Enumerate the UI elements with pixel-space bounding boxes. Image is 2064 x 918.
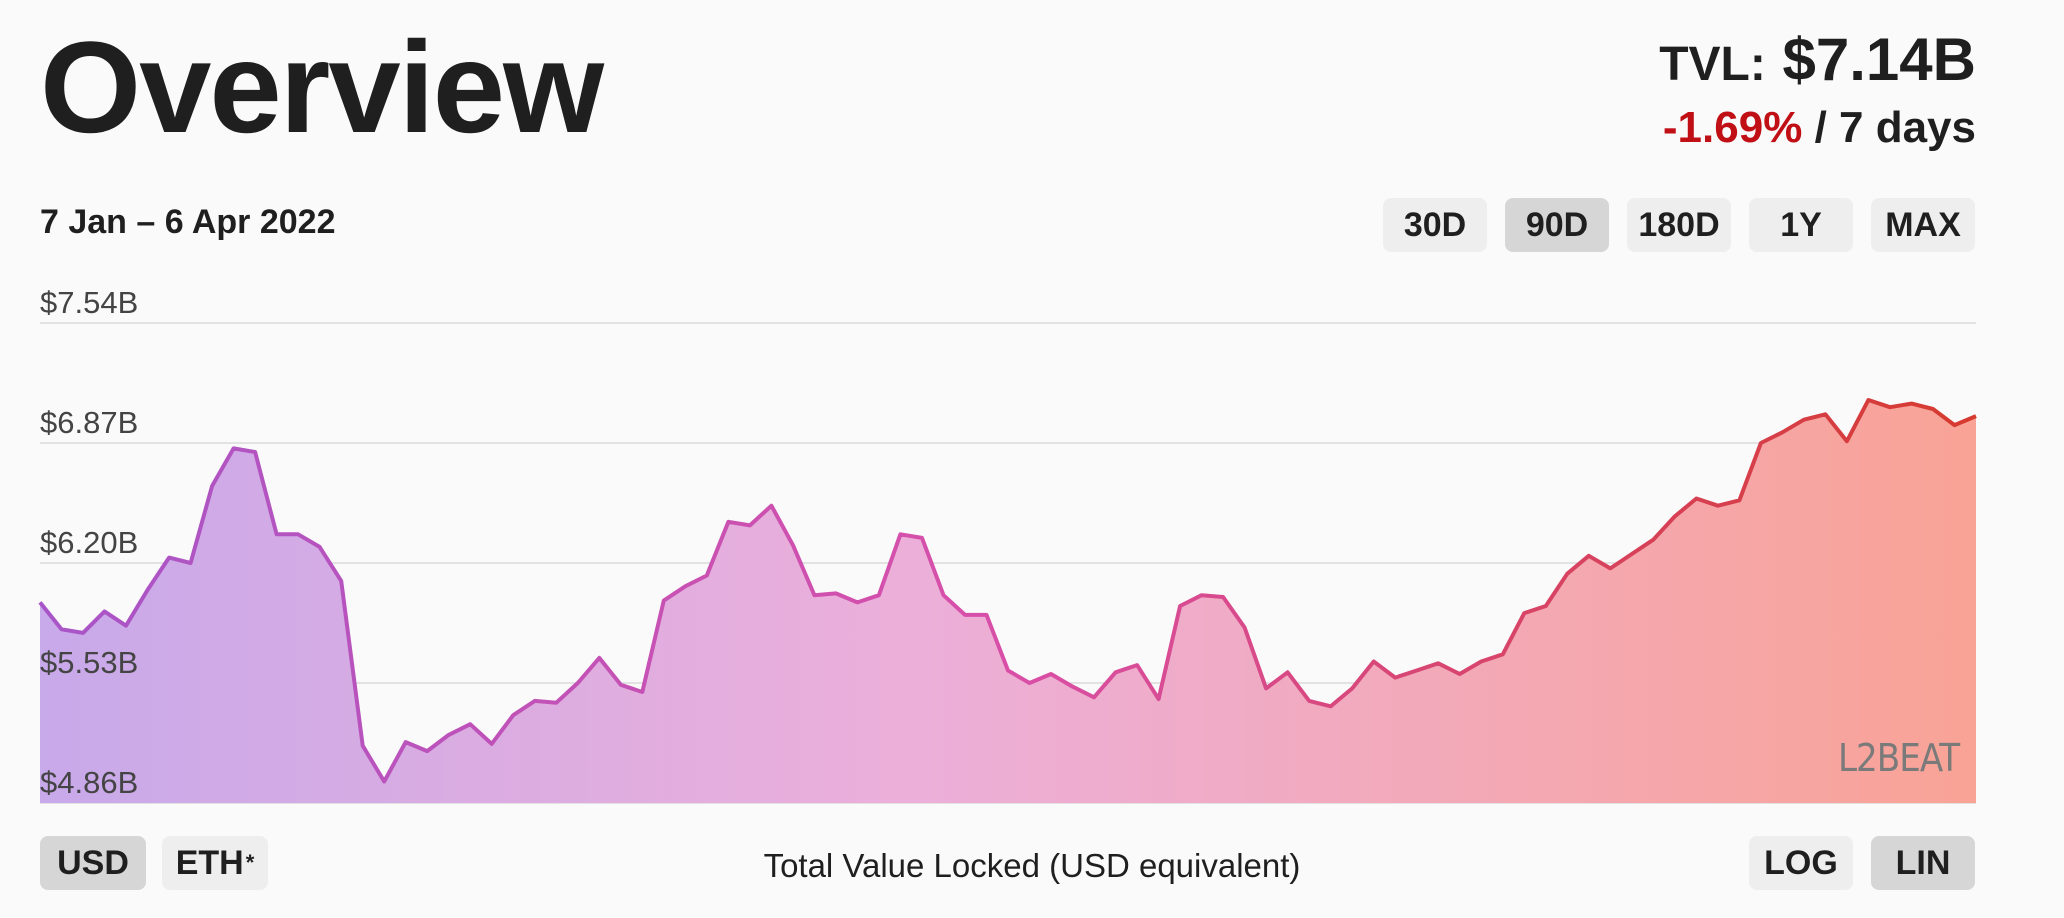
currency-button-eth[interactable]: ETH * [162, 836, 268, 890]
tvl-change-value: -1.69% [1662, 103, 1803, 152]
tvl-change: -1.69% / 7 days [1663, 106, 1976, 150]
page-title: Overview [40, 14, 604, 160]
range-button-label: 180D [1638, 205, 1720, 244]
currency-button-label: USD [57, 843, 129, 882]
range-button-label: MAX [1885, 205, 1961, 244]
y-tick-label: $6.20B [40, 525, 139, 560]
range-button-1y[interactable]: 1Y [1749, 198, 1853, 252]
tvl-change-period: / 7 days [1814, 103, 1976, 152]
y-tick-label: $7.54B [40, 285, 139, 320]
logo-text: L2BEAT [1838, 736, 1960, 780]
range-button-label: 90D [1525, 205, 1589, 244]
tvl-line [38, 398, 1977, 784]
y-tick-label: $4.86B [40, 765, 139, 800]
currency-button-usd[interactable]: USD [40, 836, 146, 890]
scale-button-lin[interactable]: LIN [1871, 836, 1975, 890]
range-button-180d[interactable]: 180D [1627, 198, 1731, 252]
tvl-value: $7.14B [1782, 26, 1976, 93]
range-button-90d[interactable]: 90D [1505, 198, 1609, 252]
range-button-label: 30D [1403, 205, 1467, 244]
tvl-area [40, 400, 1976, 803]
scale-button-log[interactable]: LOG [1749, 836, 1853, 890]
chart-caption: Total Value Locked (USD equivalent) [763, 847, 1301, 884]
currency-button-footnote-mark: * [245, 850, 255, 875]
y-tick-label: $5.53B [40, 645, 139, 680]
scale-button-label: LIN [1895, 843, 1951, 882]
y-tick-label: $6.87B [40, 405, 139, 440]
range-button-label: 1Y [1780, 205, 1822, 244]
range-button-30d[interactable]: 30D [1383, 198, 1487, 252]
currency-button-label: ETH [175, 843, 244, 882]
tvl-label: TVL: [1659, 38, 1766, 91]
range-button-max[interactable]: MAX [1871, 198, 1975, 252]
l2beat-logo: L2BEAT [1838, 736, 1960, 780]
scale-button-label: LOG [1764, 843, 1838, 882]
date-range: 7 Jan – 6 Apr 2022 [40, 203, 336, 241]
tvl-summary: TVL: $7.14B [1659, 30, 1976, 90]
